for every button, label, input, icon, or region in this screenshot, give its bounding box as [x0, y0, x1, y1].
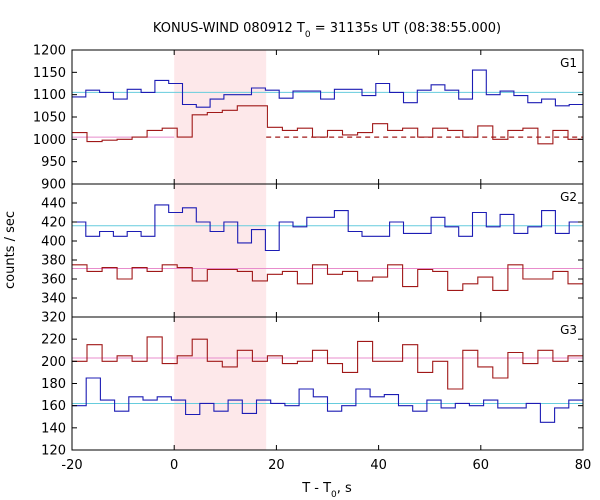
y-tick-label: 200 [41, 355, 66, 370]
y-tick-label: 1200 [33, 44, 66, 59]
x-tick-label: 60 [473, 458, 490, 473]
y-tick-label: 360 [41, 273, 66, 288]
series-g2-blue [72, 204, 583, 252]
y-tick-label: 1150 [33, 66, 66, 81]
y-tick-label: 1000 [33, 133, 66, 148]
y-tick-label: 180 [41, 377, 66, 392]
y-tick-label: 220 [41, 333, 66, 348]
x-tick-label: 40 [370, 458, 387, 473]
series-g2-red [72, 264, 583, 291]
y-tick-label: 950 [41, 155, 66, 170]
panel-g1-frame [71, 49, 584, 185]
y-tick-label: 1050 [33, 111, 66, 126]
panel-label-g1: G1 [560, 56, 577, 70]
y-tick-label: 420 [41, 216, 66, 231]
highlight-region [174, 50, 267, 450]
series-g1-blue [72, 69, 583, 108]
y-tick-label: 900 [41, 178, 66, 193]
y-tick-label: 440 [41, 197, 66, 212]
x-tick-label: -20 [61, 458, 82, 473]
y-tick-label: 320 [41, 311, 66, 326]
y-axis-label: counts / sec [3, 211, 18, 289]
panel-g2-frame [71, 183, 584, 318]
y-tick-label: 340 [41, 292, 66, 307]
x-tick-label: 80 [575, 458, 592, 473]
series-g3-blue [72, 377, 583, 423]
y-tick-label: 120 [41, 444, 66, 459]
x-tick-label: 20 [268, 458, 285, 473]
y-tick-label: 380 [41, 254, 66, 269]
series-g1-red [72, 105, 583, 145]
chart-title: KONUS-WIND 080912 T0 = 31135s UT (08:38:… [153, 21, 501, 40]
y-tick-label: 1100 [33, 88, 66, 103]
panel-label-g3: G3 [560, 323, 577, 337]
x-axis-label: T - T0, s [301, 481, 352, 500]
panel-label-g2: G2 [560, 190, 577, 204]
y-tick-label: 160 [41, 399, 66, 414]
x-tick-label: 0 [170, 458, 178, 473]
y-tick-label: 400 [41, 235, 66, 250]
y-tick-label: 140 [41, 421, 66, 436]
series-g3-red [72, 336, 583, 390]
